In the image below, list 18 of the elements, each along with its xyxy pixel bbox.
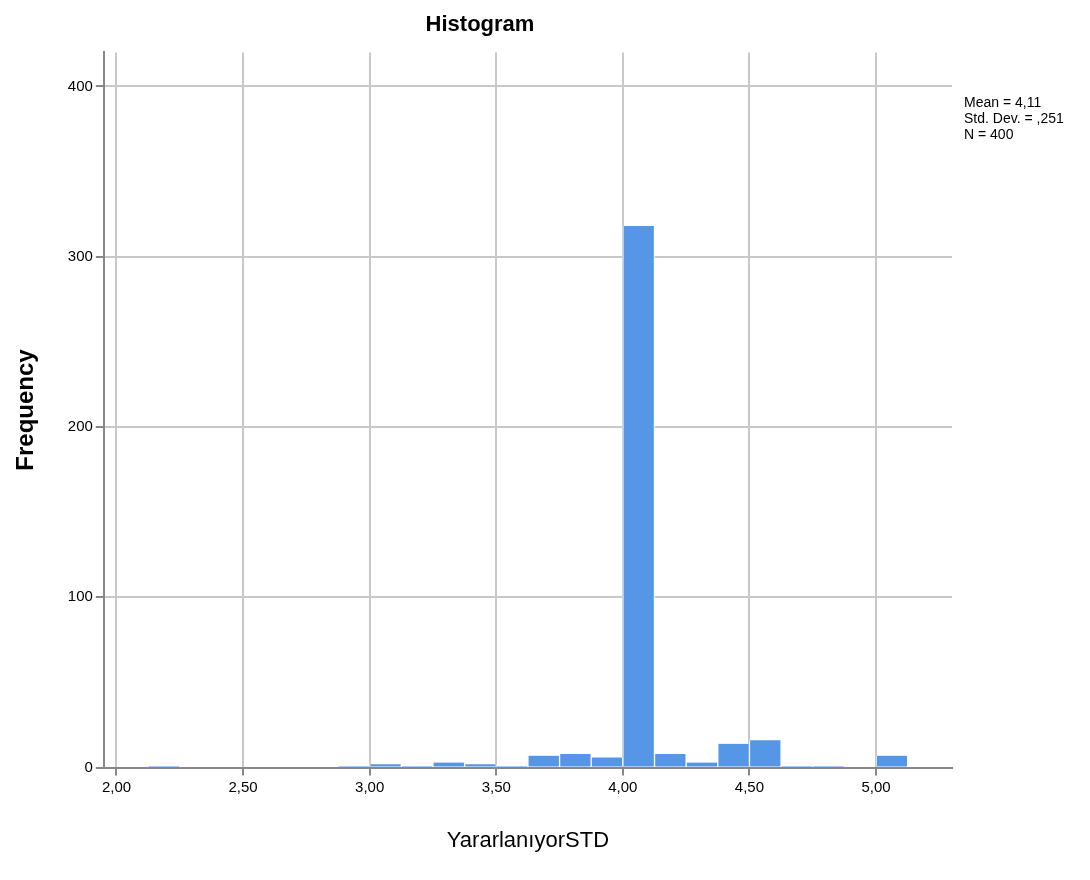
text: Mean = 4,11 <box>964 94 1042 111</box>
y-tick-label: 400 <box>67 76 93 94</box>
x-tick-label: 5,00 <box>861 777 891 795</box>
x-tick-label: 4,00 <box>608 777 638 795</box>
y-tick-label: 100 <box>67 587 93 605</box>
chart-title: Histogram <box>425 11 535 37</box>
text: Std. Dev. = ,251 <box>964 110 1064 127</box>
y-axis-title: Frequency <box>11 348 39 471</box>
y-tick-label: 300 <box>67 246 93 264</box>
text: N = 400 <box>964 126 1014 143</box>
x-tick-label: 3,00 <box>355 777 385 795</box>
y-tick-label: 200 <box>67 417 93 435</box>
x-tick-label: 2,00 <box>101 777 132 795</box>
x-tick-label: 3,50 <box>481 777 511 795</box>
x-tick-label: 2,50 <box>228 777 258 795</box>
y-tick-label: 0 <box>84 757 93 775</box>
x-axis-title: YararlanıyorSTD <box>446 826 610 852</box>
x-tick-label: 4,50 <box>734 777 765 795</box>
